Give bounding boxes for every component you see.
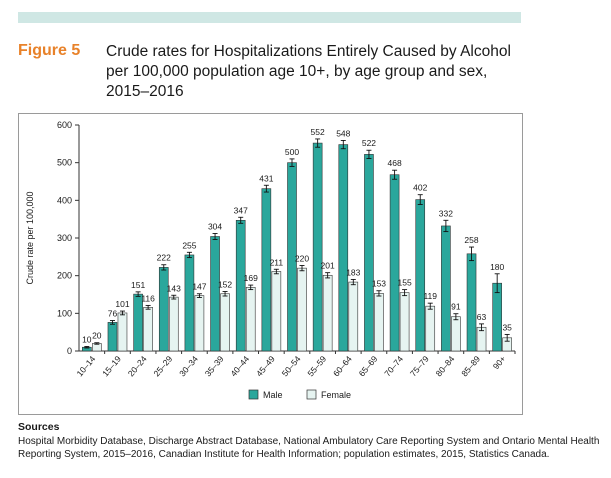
- bar-female: [374, 293, 384, 352]
- figure-title: Crude rates for Hospitalizations Entirel…: [106, 43, 511, 100]
- bar-female: [194, 295, 205, 352]
- bar-male: [441, 225, 451, 352]
- data-label-female: 116: [141, 293, 155, 303]
- bar-male: [210, 236, 220, 352]
- data-label-male: 76: [108, 308, 118, 318]
- bar-chart: Crude rate per 100,000 0 100 200 300 400 500 60…: [25, 120, 516, 400]
- x-tick-label: 85–89: [459, 354, 482, 379]
- bar-male: [492, 282, 502, 352]
- data-label-female: 63: [477, 312, 487, 322]
- y-axis-title: Crude rate per 100,000: [25, 191, 35, 284]
- bar-female: [245, 287, 256, 352]
- data-label-male: 180: [490, 262, 504, 272]
- bar-female: [425, 305, 436, 352]
- chart-frame: Crude rate per 100,000 0 100 200 300 400 500 60…: [18, 113, 523, 415]
- data-label-male: 431: [259, 173, 273, 183]
- data-label-male: 548: [336, 128, 350, 138]
- x-tick-label: 25–29: [151, 354, 174, 379]
- y-tick-label: 500: [57, 158, 72, 168]
- data-label-female: 155: [397, 278, 411, 288]
- data-label-male: 222: [157, 253, 171, 263]
- data-label-female: 20: [92, 331, 102, 341]
- data-label-male: 10: [82, 334, 92, 344]
- data-label-female: 91: [451, 302, 461, 312]
- bar-female: [220, 293, 230, 352]
- x-tick-label: 75–79: [408, 354, 431, 379]
- bar-female: [117, 312, 128, 352]
- bar-male: [158, 267, 169, 352]
- bar-male: [415, 199, 426, 352]
- y-tick-label: 0: [67, 346, 72, 356]
- data-label-male: 255: [182, 240, 196, 250]
- data-label-male: 522: [362, 138, 376, 148]
- data-label-male: 151: [131, 280, 145, 290]
- bar-male: [312, 142, 323, 352]
- x-tick-label: 80–84: [434, 354, 457, 379]
- bar-female: [322, 274, 333, 352]
- x-tick-label: 50–54: [280, 354, 303, 379]
- bar-male: [338, 144, 349, 352]
- x-tick-label: 65–69: [357, 354, 380, 379]
- x-tick-label: 55–59: [305, 354, 328, 379]
- data-label-female: 119: [423, 291, 437, 301]
- bar-male: [389, 174, 400, 352]
- data-label-male: 402: [413, 183, 427, 193]
- legend-label-female: Female: [321, 390, 351, 400]
- bar-male: [261, 188, 272, 352]
- x-tick-label: 15–19: [100, 354, 123, 379]
- bar-female: [297, 267, 307, 352]
- data-label-female: 143: [167, 283, 181, 293]
- header-band: [18, 12, 521, 23]
- bar-male: [364, 154, 374, 352]
- data-label-female: 183: [346, 267, 360, 277]
- sources-heading: Sources: [18, 421, 60, 433]
- bar-male: [466, 253, 477, 352]
- sources-section: Sources Hospital Morbidity Database, Dis…: [18, 421, 603, 461]
- bar-female: [168, 296, 179, 352]
- data-label-female: 211: [270, 257, 284, 267]
- y-tick-label: 600: [57, 120, 72, 130]
- data-label-male: 552: [311, 127, 325, 137]
- data-label-male: 347: [234, 205, 248, 215]
- bar-female: [348, 281, 359, 352]
- bar-male: [235, 219, 246, 352]
- bar-male: [184, 254, 195, 352]
- x-tick-label: 90+: [491, 354, 508, 372]
- bar-female: [399, 292, 410, 352]
- data-label-female: 153: [372, 279, 386, 289]
- bar-female: [143, 307, 153, 352]
- sources-text: Hospital Morbidity Database, Discharge A…: [18, 436, 600, 460]
- data-label-male: 500: [285, 147, 299, 157]
- data-label-female: 169: [244, 273, 258, 283]
- figure-label: Figure 5: [18, 42, 81, 59]
- data-label-female: 35: [502, 322, 512, 332]
- legend-swatch-female: [306, 389, 317, 400]
- x-tick-label: 60–64: [331, 354, 354, 379]
- data-label-male: 304: [208, 221, 222, 231]
- bar-male: [107, 322, 118, 352]
- legend-swatch-male: [248, 389, 259, 400]
- data-label-female: 101: [115, 299, 129, 309]
- data-label-male: 332: [439, 208, 453, 218]
- y-tick-label: 400: [57, 195, 72, 205]
- data-label-female: 220: [295, 253, 309, 263]
- bar-female: [451, 316, 461, 352]
- data-label-female: 152: [218, 279, 232, 289]
- y-tick-label: 200: [57, 271, 72, 281]
- y-tick-label: 100: [57, 308, 72, 318]
- x-tick-label: 70–74: [382, 354, 405, 379]
- bar-female: [271, 271, 282, 352]
- data-label-male: 468: [387, 158, 401, 168]
- y-tick-label: 300: [57, 233, 72, 243]
- data-label-female: 147: [192, 282, 206, 292]
- x-tick-label: 35–39: [203, 354, 226, 379]
- data-label-female: 201: [321, 261, 335, 271]
- legend-label-male: Male: [263, 390, 283, 400]
- x-tick-label: 20–24: [126, 354, 149, 379]
- x-tick-label: 30–34: [177, 354, 200, 379]
- x-tick-label: 10–14: [74, 354, 97, 379]
- x-tick-label: 45–49: [254, 354, 277, 379]
- x-tick-label: 40–44: [228, 354, 251, 379]
- data-label-male: 258: [464, 235, 478, 245]
